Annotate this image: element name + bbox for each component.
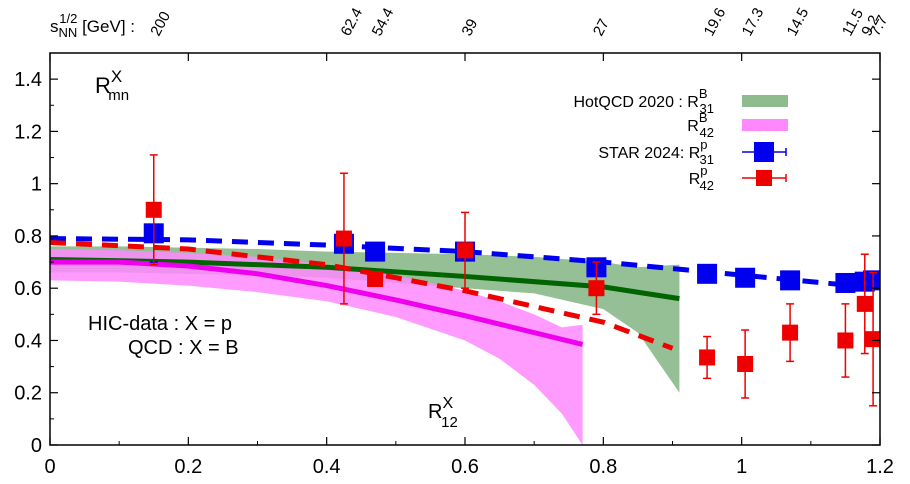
bottom-label-main: R [428,401,442,423]
top-axis-label: sNN1/2 [GeV] : [50,11,135,40]
top-axis-tick-label-4: 27 [590,16,613,39]
legend-item-2: STAR 2024: Rp 31 [598,137,787,167]
legend-prefix-0: HotQCD 2020 : [573,94,687,111]
band-r42b [50,249,583,445]
y-tick-label-1: 0.2 [14,383,42,405]
x-tick-label-3: 0.6 [451,456,479,478]
legend-label-1: RB 42 [687,110,714,140]
legend-main-0: R [687,94,699,111]
point-r31p-7 [780,270,801,291]
y-tick-label-0: 0 [31,435,42,457]
point-r42p-10 [865,331,880,348]
ticks: 0 0.2 0.4 0.6 0.8 1 1.2 0 0.2 0.4 0.6 0.8 1 1.2 1.4 [14,52,894,478]
point-r31p-8 [835,272,856,293]
legend-item-3: Rp 42 [689,163,787,193]
bottom-label-sub: 12 [441,414,458,431]
point-r42p-1 [335,230,352,247]
y-tick-label-6: 1.2 [14,121,42,143]
bottom-label-sup: X [442,395,453,412]
top-axis-tick-label-5: 19.6 [701,5,730,39]
legend-label-0: HotQCD 2020 : RB 31 [573,86,714,116]
annotation-line1: HIC-data : X = p [88,313,232,335]
point-r42p-7 [782,324,799,341]
annotation-line2: QCD : X = B [128,337,239,359]
x-tick-label-4: 0.8 [589,456,617,478]
legend-marker-3 [756,170,772,186]
top-axis-label-sup: 1/2 [59,11,77,26]
point-r42p-3 [457,242,473,259]
point-r42p-8 [837,332,854,349]
point-r42p-0 [145,201,162,218]
y-tick-label-3: 0.6 [14,278,42,300]
top-axis-label-sub: NN [59,25,78,40]
top-axis: sNN1/2 [GeV] : 200 62.4 54.4 39 27 19.6 17.3 14… [50,5,891,40]
plot-content [50,154,880,445]
legend-sup-0: B [699,86,708,101]
central-line-r31b [50,256,680,302]
y-tick-label-2: 0.4 [14,330,42,352]
central-line-r42b [50,259,584,347]
trend-line-r31p [50,236,880,291]
panel-label-sub: mn [108,87,129,104]
plot-layer [50,154,880,445]
x-tick-label-2: 0.4 [313,456,341,478]
legend-swatch-1 [742,119,788,131]
point-r42p-4 [588,280,605,297]
top-axis-tick-label-6: 17.3 [739,5,768,39]
top-axis-label-main: s [50,17,59,36]
legend-label-2: STAR 2024: Rp 31 [598,137,714,167]
point-r42p-2 [367,271,384,288]
point-r42p-6 [737,355,754,372]
annotations: RX mn HIC-data : X = p QCD : X = B RX 12 [88,67,458,431]
legend-sup-3: p [700,163,707,178]
point-r31p-10 [863,270,880,291]
x-tick-label-6: 1.2 [866,456,894,478]
legend-marker-2 [754,142,774,162]
trend-line-r42p [50,239,674,351]
x-tick-label-0: 0 [44,456,55,478]
panel-label: RX mn [95,67,129,104]
legend-sup-1: B [699,110,708,125]
legend-sub-2: 31 [700,152,714,167]
legend-sub-0: 31 [700,101,714,116]
legend-main-3: R [689,171,701,188]
point-r42p-5 [699,349,716,366]
top-axis-tick-label-2: 54.4 [369,5,398,39]
panel-label-sup: X [111,67,122,86]
y-tick-label-5: 1 [31,174,42,196]
legend-swatch-0 [742,95,788,107]
y-tick-label-4: 0.8 [14,226,42,248]
legend-prefix-2: STAR 2024: [598,145,688,162]
point-r31p-2 [365,241,386,262]
bottom-label: RX 12 [428,395,458,431]
legend-main-2: R [689,145,701,162]
legend-sup-2: p [700,137,707,152]
point-r42p-9 [856,295,873,312]
legend-item-0: HotQCD 2020 : RB 31 [573,86,788,116]
panel-label-main: R [95,73,111,98]
top-axis-tick-label-1: 62.4 [337,5,366,39]
point-r31p-5 [697,263,718,284]
legend-sub-1: 42 [700,125,714,140]
top-axis-tick-label-3: 39 [459,16,482,39]
x-tick-label-5: 1 [736,456,747,478]
x-tick-label-1: 0.2 [174,456,202,478]
top-axis-label-unit: [GeV] : [77,17,135,36]
legend-label-3: Rp 42 [689,163,714,193]
y-tick-label-7: 1.4 [14,69,42,91]
point-r31p-6 [735,267,756,288]
top-axis-tick-label-0: 200 [147,9,174,39]
top-axis-tick-label-7: 14.5 [784,5,813,39]
legend-main-1: R [687,118,699,135]
legend-sub-3: 42 [700,178,714,193]
legend-item-1: RB 42 [687,110,788,140]
